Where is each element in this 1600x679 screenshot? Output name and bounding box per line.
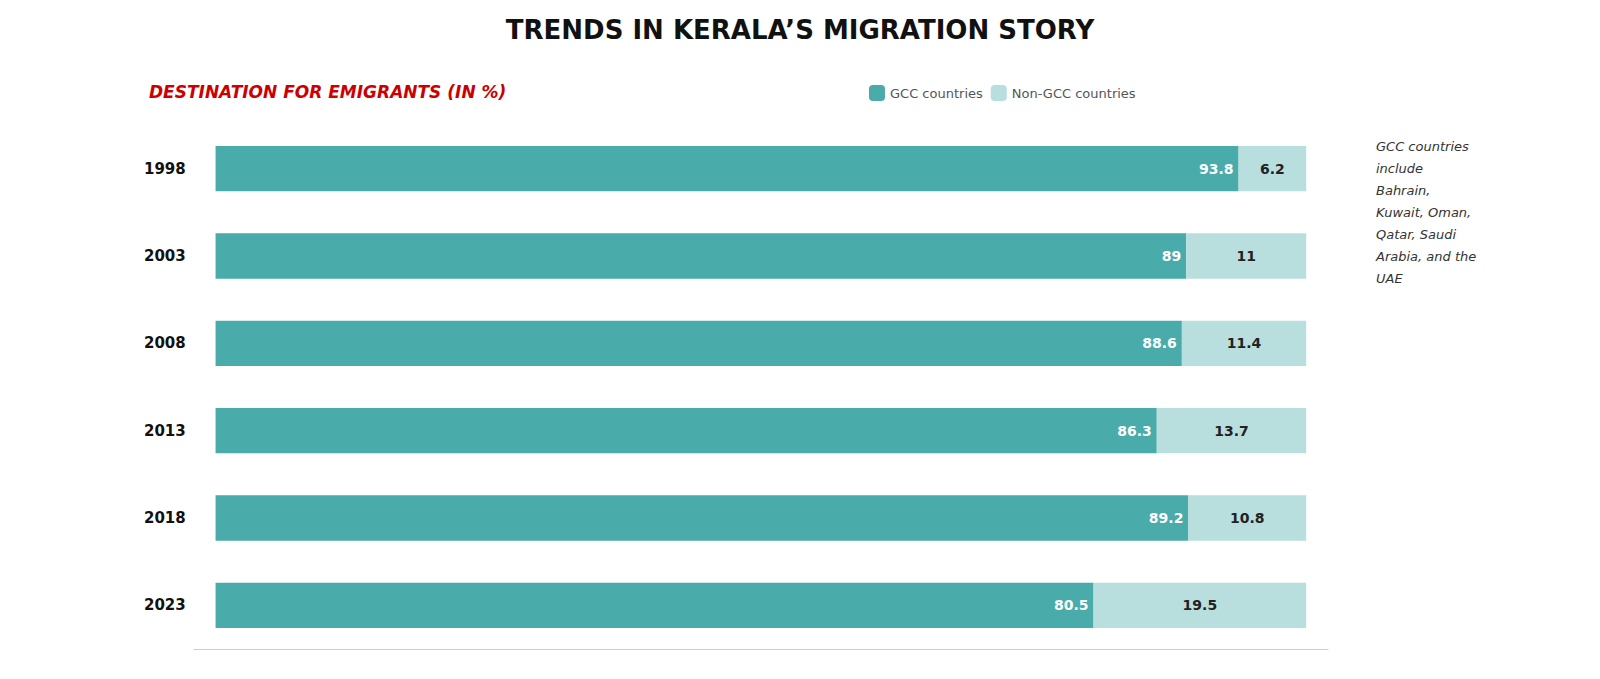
svg-text:80.5: 80.5 [1054, 597, 1089, 613]
svg-text:11: 11 [1236, 248, 1255, 264]
svg-text:88.6: 88.6 [1142, 335, 1177, 351]
svg-text:89: 89 [1162, 248, 1181, 264]
svg-text:Kuwait, Oman,: Kuwait, Oman, [1376, 205, 1471, 220]
svg-text:6.2: 6.2 [1260, 161, 1285, 177]
svg-text:2023: 2023 [144, 596, 186, 614]
svg-text:1998: 1998 [144, 160, 186, 178]
svg-text:2013: 2013 [144, 422, 186, 440]
svg-text:13.7: 13.7 [1214, 423, 1249, 439]
svg-text:2018: 2018 [144, 509, 186, 527]
svg-text:19.5: 19.5 [1183, 597, 1218, 613]
svg-text:93.8: 93.8 [1199, 161, 1234, 177]
svg-text:10.8: 10.8 [1230, 510, 1265, 526]
svg-text:Non-GCC countries: Non-GCC countries [1012, 86, 1136, 101]
svg-text:Bahrain,: Bahrain, [1376, 183, 1430, 198]
svg-text:Qatar, Saudi: Qatar, Saudi [1376, 227, 1456, 242]
svg-text:11.4: 11.4 [1227, 335, 1262, 351]
svg-text:2008: 2008 [144, 334, 186, 352]
svg-text:2003: 2003 [144, 247, 186, 265]
svg-text:UAE: UAE [1376, 271, 1403, 286]
svg-text:include: include [1376, 161, 1423, 176]
svg-text:Arabia, and the: Arabia, and the [1375, 249, 1476, 264]
svg-text:86.3: 86.3 [1117, 423, 1152, 439]
svg-text:TRENDS IN KERALA’S MIGRATION S: TRENDS IN KERALA’S MIGRATION STORY [506, 15, 1096, 45]
svg-text:GCC countries: GCC countries [1376, 139, 1469, 154]
svg-text:DESTINATION FOR EMIGRANTS (IN: DESTINATION FOR EMIGRANTS (IN %) [149, 82, 506, 102]
svg-text:89.2: 89.2 [1149, 510, 1184, 526]
svg-text:GCC countries: GCC countries [890, 86, 983, 101]
